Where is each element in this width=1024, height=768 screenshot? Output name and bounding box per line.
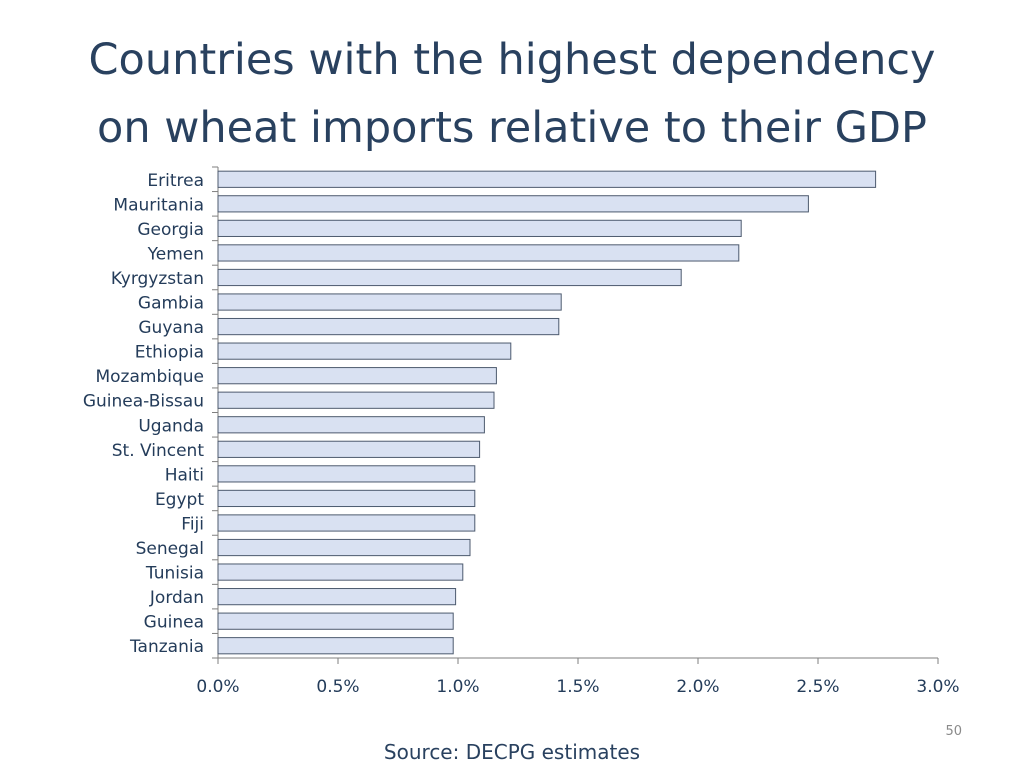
bar [217,637,454,655]
x-tick-label: 0.5% [316,677,359,697]
bar [217,588,457,606]
category-label: Tanzania [129,637,204,657]
bar [217,563,464,581]
bar [217,268,682,287]
bar [217,195,809,213]
category-label: Tunisia [145,564,204,584]
bar [217,514,476,532]
bar-chart: Eritrea Mauritania Georgia Yemen Kyrgyzstan G… [83,166,960,697]
x-tick-label: 2.0% [676,677,719,697]
category-label: Georgia [137,220,204,240]
bar [217,367,497,385]
x-tick-label: 3.0% [916,677,959,697]
chart-title-line-2: on wheat imports relative to their GDP [97,103,927,153]
category-label: Egypt [155,490,204,510]
category-label: Fiji [181,514,204,534]
bar [217,391,495,409]
category-label: Yemen [147,244,204,264]
bar [217,465,476,483]
bar [217,612,454,630]
category-label: Mauritania [113,195,204,215]
x-tick-label: 1.5% [556,677,599,697]
category-label: Haiti [165,465,204,485]
bar [217,244,740,262]
bar [217,293,562,311]
x-tick-label: 2.5% [796,677,839,697]
bar [217,219,742,237]
category-label: Uganda [138,416,204,436]
bar [217,538,471,557]
bar [217,342,512,360]
bar [217,440,481,458]
category-label: Guinea [144,613,204,633]
bar [217,416,485,434]
category-label: Jordan [149,588,204,608]
category-label: Guyana [138,318,204,338]
chart-title: Countries with the highest dependency on… [0,26,1024,162]
page-number: 50 [945,724,962,739]
chart-title-line-1: Countries with the highest dependency [88,35,936,85]
category-label: Ethiopia [135,343,204,363]
bar [217,317,560,336]
x-tick-label: 0.0% [196,677,239,697]
category-label: Senegal [136,539,204,559]
category-label: Mozambique [95,367,204,387]
category-label: Eritrea [147,171,204,191]
category-label: St. Vincent [112,441,205,461]
x-tick-label: 1.0% [436,677,479,697]
category-label: Kyrgyzstan [111,269,204,289]
source-note: Source: DECPG estimates [383,740,641,764]
category-label: Guinea-Bissau [83,392,204,412]
category-label: Gambia [138,294,204,314]
bar [217,489,476,508]
bar [217,170,877,188]
